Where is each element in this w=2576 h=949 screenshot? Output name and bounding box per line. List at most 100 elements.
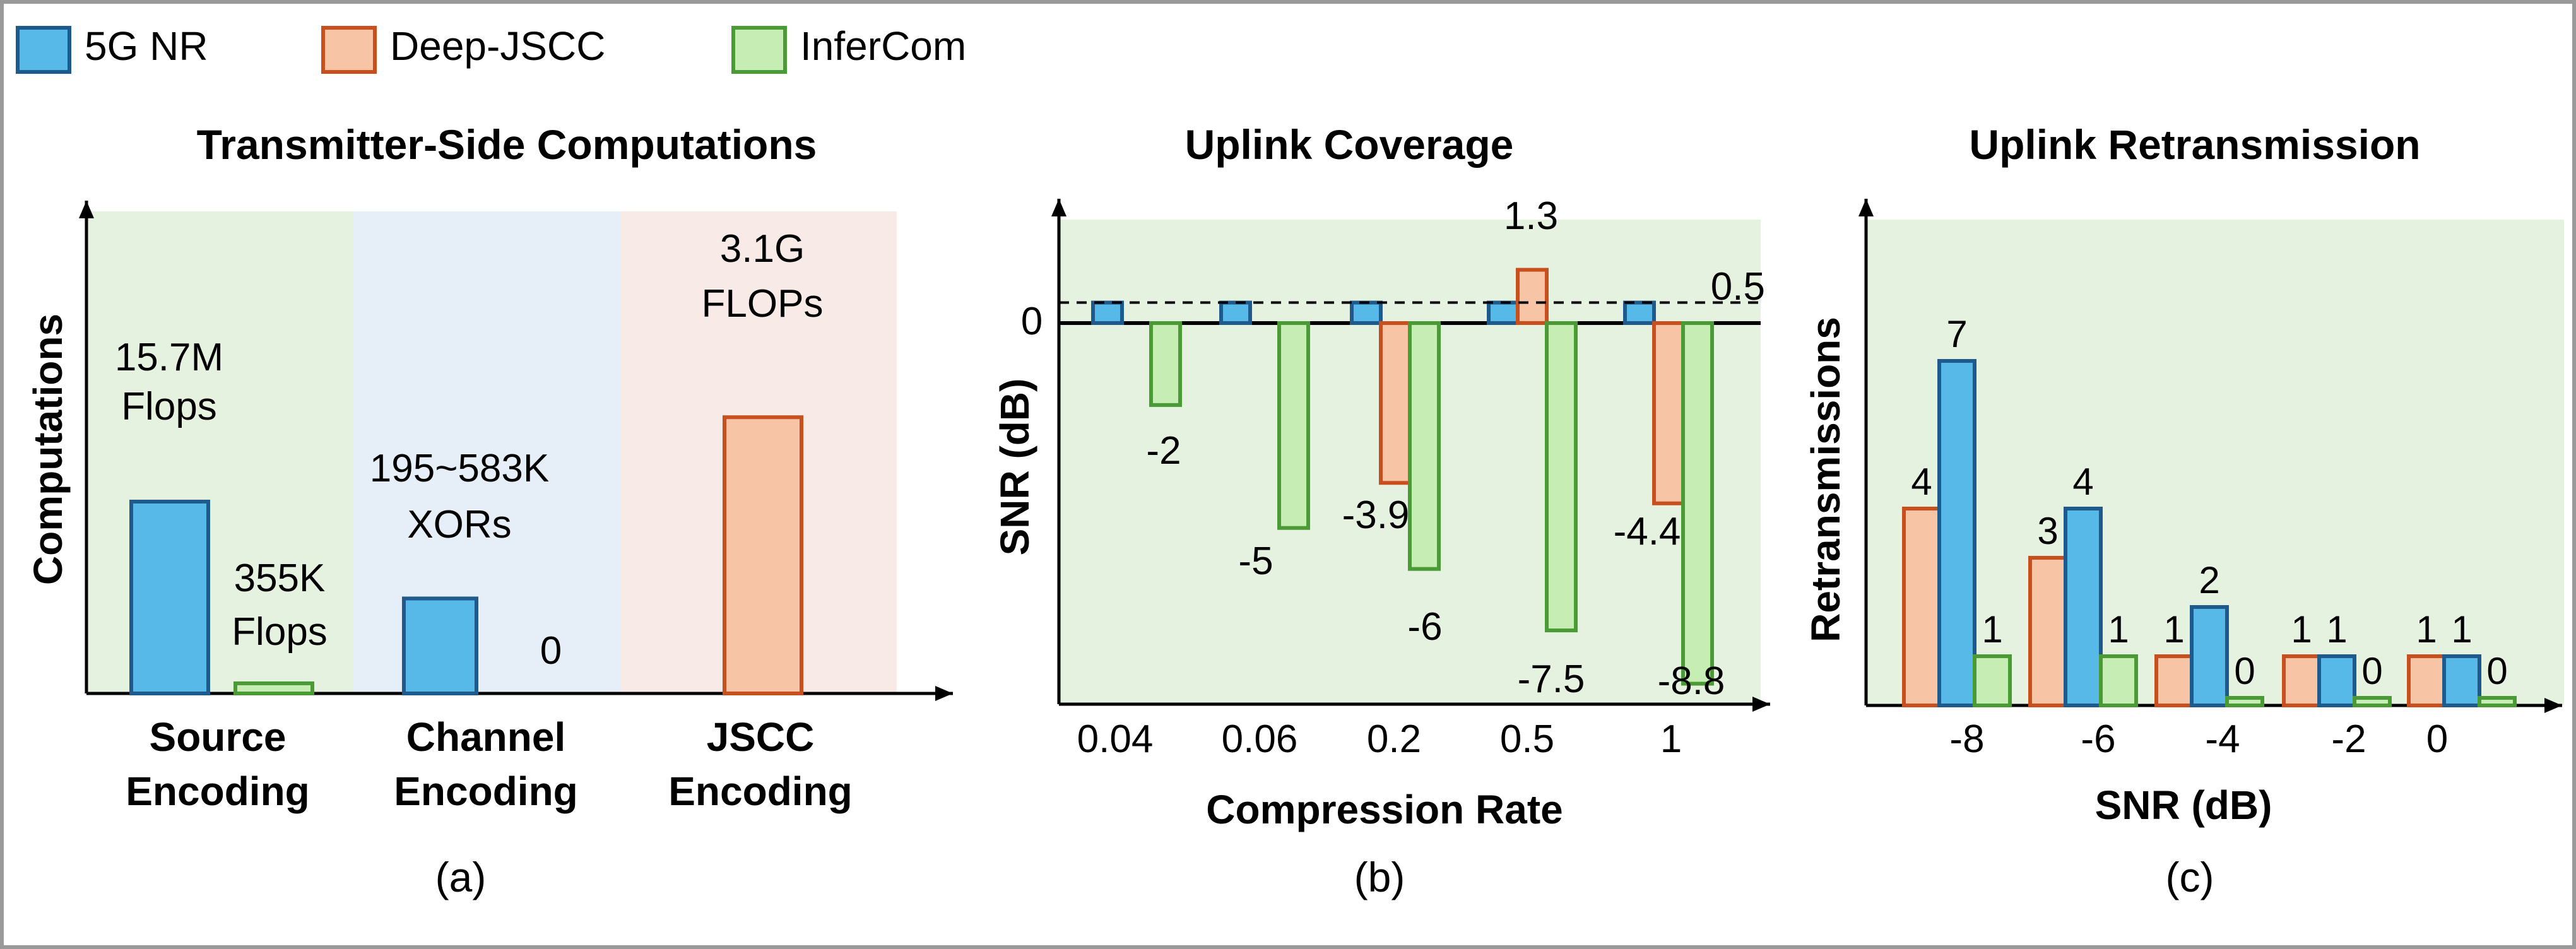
bar-5g-nr-snr8 <box>1937 359 1976 707</box>
background-channel-encoding <box>353 211 620 693</box>
bar-infercom-snr6 <box>2099 654 2138 707</box>
data-label-deep-jscc-snr8: 4 <box>1911 461 1932 503</box>
data-label-deep-jscc-0-5: 1.3 <box>1504 194 1558 238</box>
bar-deep-jscc-snr8 <box>1902 507 1941 707</box>
bar-infercom-1 <box>1681 321 1714 686</box>
bar-deep-jscc-snr0 <box>2407 654 2446 707</box>
x-axis-arrowhead <box>1752 697 1770 712</box>
chart-title: Transmitter-Side Computations <box>197 121 817 168</box>
y-axis-label: Retransmissions <box>1803 317 1848 642</box>
x-tick-4: -4 <box>2205 717 2240 761</box>
x-tick-2: -2 <box>2331 717 2366 761</box>
data-label-5g-channel-unit: XORs <box>407 503 511 546</box>
y-axis-label: SNR (dB) <box>992 379 1037 556</box>
panel-c-uplink-retransmission: Uplink Retransmission Retransmissions SNR … <box>1803 121 2564 900</box>
data-label-infercom-snr0: 0 <box>2486 650 2507 692</box>
data-label-infercom-snr2: 0 <box>2361 650 2382 692</box>
legend-label: InferCom <box>800 23 966 69</box>
x-tick-6: -6 <box>2081 717 2115 761</box>
x-tick-0-04: 0.04 <box>1077 717 1154 761</box>
y-axis-label: Computations <box>25 314 71 585</box>
data-label-5g-nr-snr4: 2 <box>2199 559 2219 601</box>
x-tick-0: 0 <box>2426 717 2448 761</box>
data-label-deep-jscc-snr6: 3 <box>2037 510 2058 552</box>
data-label-jscc-unit: FLOPs <box>702 282 824 326</box>
bar-infercom-0-5 <box>1545 321 1578 633</box>
bar-5g-nr-0-5 <box>1487 300 1520 326</box>
panel-b-uplink-coverage: Uplink Coverage SNR (dB) 0 Compression Rate… <box>992 121 1770 900</box>
x-axis-arrowhead <box>935 686 953 701</box>
legend-item-5g-nr: 5G NR <box>16 23 208 74</box>
legend-label: 5G NR <box>85 23 208 69</box>
legend-swatch <box>731 26 787 74</box>
chart-title: Uplink Coverage <box>1185 121 1514 168</box>
bar-5g-nr-2 <box>402 596 478 695</box>
x-tick-8: -8 <box>1949 717 1984 761</box>
legend-swatch <box>321 26 377 74</box>
category-label-channel-encoding-line2: Encoding <box>394 769 578 814</box>
data-label-deep-jscc-snr4: 1 <box>2163 608 2184 651</box>
bar-5g-nr-0-2 <box>1350 300 1383 326</box>
x-tick-0-5: 0.5 <box>1500 717 1554 761</box>
data-label-infercom-source-unit: Flops <box>232 610 328 654</box>
data-label-infercom-0-5: -7.5 <box>1518 657 1585 701</box>
bar-deep-jscc-1 <box>1652 321 1685 505</box>
data-label-5g-channel-value: 195~583K <box>370 447 549 490</box>
bar-infercom-snr4 <box>2225 696 2264 707</box>
bar-infercom-snr8 <box>1973 654 2012 707</box>
legend-item-deep-jscc: Deep-JSCC <box>321 23 605 74</box>
bar-infercom-snr0 <box>2478 696 2517 707</box>
data-label-infercom-0-04: -2 <box>1146 429 1181 473</box>
data-label-jscc-value: 3.1G <box>720 227 805 271</box>
bar-deep-jscc-snr4 <box>2154 654 2194 707</box>
category-label-source-encoding-line1: Source <box>150 714 287 760</box>
data-label-deep-jscc-snr2: 1 <box>2291 608 2312 651</box>
category-label-channel-encoding-line1: Channel <box>406 714 565 760</box>
bar-infercom-1 <box>233 681 314 696</box>
x-tick-1: 1 <box>1660 717 1682 761</box>
legend: 5G NR Deep-JSCC InferCom <box>16 23 966 74</box>
category-label-jscc-encoding-line1: JSCC <box>707 714 815 760</box>
x-tick-0-06: 0.06 <box>1222 717 1298 761</box>
data-label-infercom-1: -8.8 <box>1658 659 1725 703</box>
bar-5g-nr-snr2 <box>2317 654 2356 707</box>
legend-item-infercom: InferCom <box>731 23 966 74</box>
y-axis-arrowhead <box>79 201 94 218</box>
bar-deep-jscc-snr2 <box>2282 654 2321 707</box>
reference-line-label: 0.5 <box>1711 265 1765 309</box>
data-label-infercom-snr8: 1 <box>1982 608 2002 651</box>
category-label-jscc-encoding-line2: Encoding <box>668 769 853 814</box>
data-label-5g-nr-snr0: 1 <box>2451 608 2472 651</box>
panel-caption: (b) <box>1354 854 1405 900</box>
bar-infercom-0-2 <box>1408 321 1441 571</box>
bar-5g-nr-snr4 <box>2190 605 2229 707</box>
bar-deep-jscc-0-5 <box>1516 268 1549 325</box>
bar-5g-nr-snr6 <box>2064 507 2103 707</box>
data-label-infercom-snr4: 0 <box>2234 650 2255 692</box>
panel-a-transmitter-computations: Transmitter-Side Computations Computation… <box>25 121 953 900</box>
y-axis-arrowhead <box>1051 199 1066 216</box>
data-label-5g-source-value: 15.7M <box>115 336 223 379</box>
bar-infercom-0-04 <box>1149 321 1182 407</box>
data-label-5g-nr-snr8: 7 <box>1946 313 1967 355</box>
bar-5g-nr-0 <box>129 499 210 695</box>
data-label-infercom-0-06: -5 <box>1238 539 1273 583</box>
data-label-5g-nr-snr2: 1 <box>2326 608 2347 651</box>
x-axis-label: Compression Rate <box>1206 787 1563 832</box>
bar-5g-nr-snr0 <box>2442 654 2481 707</box>
x-axis-arrowhead <box>2544 698 2562 713</box>
bar-5g-nr-0-04 <box>1091 300 1124 326</box>
panel-caption: (c) <box>2166 854 2214 900</box>
data-label-infercom-snr6: 1 <box>2108 608 2129 651</box>
data-label-5g-nr-snr6: 4 <box>2072 461 2093 503</box>
bar-infercom-snr2 <box>2353 696 2392 707</box>
x-axis-label: SNR (dB) <box>2095 782 2272 828</box>
data-label-deep-jscc-0-2: -3.9 <box>1342 493 1410 537</box>
x-tick-0-2: 0.2 <box>1367 717 1421 761</box>
data-label-deep-jscc-1: -4.4 <box>1614 510 1681 553</box>
data-label-5g-source-unit: Flops <box>121 385 217 428</box>
bar-5g-nr-0-06 <box>1219 300 1252 326</box>
chart-title: Uplink Retransmission <box>1969 121 2420 168</box>
